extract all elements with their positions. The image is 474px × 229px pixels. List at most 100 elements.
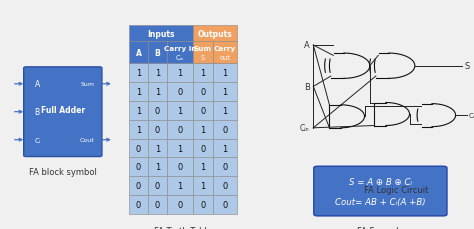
Text: Cᵢ: Cᵢ xyxy=(35,137,41,143)
FancyBboxPatch shape xyxy=(24,68,102,157)
FancyBboxPatch shape xyxy=(213,195,237,214)
Text: 1: 1 xyxy=(136,106,141,115)
Text: Sum: Sum xyxy=(81,82,95,87)
FancyBboxPatch shape xyxy=(193,139,213,158)
FancyBboxPatch shape xyxy=(193,42,213,64)
Text: 0: 0 xyxy=(222,200,228,209)
Text: 1: 1 xyxy=(177,106,182,115)
FancyBboxPatch shape xyxy=(213,101,237,120)
Text: Outputs: Outputs xyxy=(197,30,232,39)
FancyBboxPatch shape xyxy=(167,139,193,158)
FancyBboxPatch shape xyxy=(193,195,213,214)
FancyBboxPatch shape xyxy=(148,195,167,214)
FancyBboxPatch shape xyxy=(213,177,237,195)
FancyBboxPatch shape xyxy=(148,42,167,64)
FancyBboxPatch shape xyxy=(193,64,213,83)
FancyBboxPatch shape xyxy=(213,42,237,64)
Text: out: out xyxy=(219,55,230,61)
FancyBboxPatch shape xyxy=(129,83,148,101)
Text: 0: 0 xyxy=(136,144,141,153)
Text: 1: 1 xyxy=(200,69,206,78)
Text: 0: 0 xyxy=(177,200,182,209)
Text: 0: 0 xyxy=(200,87,206,97)
Text: 0: 0 xyxy=(222,163,228,172)
Text: FA block symbol: FA block symbol xyxy=(29,167,97,176)
Text: S: S xyxy=(465,62,470,71)
Text: 1: 1 xyxy=(155,144,160,153)
FancyBboxPatch shape xyxy=(167,158,193,177)
Text: 0: 0 xyxy=(155,181,160,191)
FancyBboxPatch shape xyxy=(193,83,213,101)
FancyBboxPatch shape xyxy=(167,83,193,101)
FancyBboxPatch shape xyxy=(213,64,237,83)
Text: Cᵢₙ: Cᵢₙ xyxy=(300,124,310,133)
FancyBboxPatch shape xyxy=(193,101,213,120)
FancyBboxPatch shape xyxy=(148,64,167,83)
Text: 1: 1 xyxy=(177,144,182,153)
Text: 1: 1 xyxy=(200,163,206,172)
Text: 1: 1 xyxy=(177,181,182,191)
Text: Full Adder: Full Adder xyxy=(41,106,85,115)
Text: 1: 1 xyxy=(200,125,206,134)
Text: 0: 0 xyxy=(136,163,141,172)
FancyBboxPatch shape xyxy=(148,139,167,158)
Text: A: A xyxy=(304,41,310,50)
FancyBboxPatch shape xyxy=(167,195,193,214)
Text: FA Truth Table: FA Truth Table xyxy=(154,226,212,229)
Text: 1: 1 xyxy=(136,87,141,97)
FancyBboxPatch shape xyxy=(314,166,447,216)
FancyBboxPatch shape xyxy=(129,26,193,42)
Text: 0: 0 xyxy=(136,200,141,209)
Text: 1: 1 xyxy=(155,163,160,172)
Text: A: A xyxy=(35,80,40,89)
Text: Cₒᵘₜ: Cₒᵘₜ xyxy=(469,113,474,119)
Text: 0: 0 xyxy=(200,106,206,115)
Text: FA Logic Circuit: FA Logic Circuit xyxy=(364,185,428,195)
Text: Inputs: Inputs xyxy=(147,30,175,39)
Text: 0: 0 xyxy=(155,200,160,209)
Text: Cout= AB + Cᵢ(A +B): Cout= AB + Cᵢ(A +B) xyxy=(335,197,426,206)
FancyBboxPatch shape xyxy=(167,177,193,195)
Text: 0: 0 xyxy=(177,163,182,172)
Text: B: B xyxy=(35,108,40,117)
Text: 0: 0 xyxy=(200,144,206,153)
Text: 0: 0 xyxy=(136,181,141,191)
Text: 1: 1 xyxy=(177,69,182,78)
FancyBboxPatch shape xyxy=(213,120,237,139)
Text: 1: 1 xyxy=(136,125,141,134)
FancyBboxPatch shape xyxy=(129,64,148,83)
Text: 1: 1 xyxy=(136,69,141,78)
FancyBboxPatch shape xyxy=(193,26,237,42)
Text: FA Formula: FA Formula xyxy=(357,226,404,229)
Text: A: A xyxy=(136,49,141,57)
Text: 0: 0 xyxy=(177,125,182,134)
Text: 0: 0 xyxy=(155,125,160,134)
Text: 0: 0 xyxy=(155,106,160,115)
FancyBboxPatch shape xyxy=(213,83,237,101)
FancyBboxPatch shape xyxy=(148,120,167,139)
FancyBboxPatch shape xyxy=(193,158,213,177)
FancyBboxPatch shape xyxy=(167,120,193,139)
Text: 0: 0 xyxy=(177,87,182,97)
FancyBboxPatch shape xyxy=(213,139,237,158)
Text: 1: 1 xyxy=(155,87,160,97)
FancyBboxPatch shape xyxy=(129,158,148,177)
Text: 1: 1 xyxy=(200,181,206,191)
Text: 0: 0 xyxy=(222,125,228,134)
Text: 0: 0 xyxy=(200,200,206,209)
Text: S = A ⊕ B ⊕ Cᵢ: S = A ⊕ B ⊕ Cᵢ xyxy=(349,177,412,187)
FancyBboxPatch shape xyxy=(148,158,167,177)
FancyBboxPatch shape xyxy=(167,64,193,83)
FancyBboxPatch shape xyxy=(129,139,148,158)
FancyBboxPatch shape xyxy=(129,177,148,195)
FancyBboxPatch shape xyxy=(129,120,148,139)
FancyBboxPatch shape xyxy=(148,177,167,195)
Text: Cᵢₙ: Cᵢₙ xyxy=(176,55,184,61)
Text: 1: 1 xyxy=(222,87,228,97)
FancyBboxPatch shape xyxy=(193,120,213,139)
Text: 1: 1 xyxy=(222,106,228,115)
Text: 1: 1 xyxy=(222,69,228,78)
FancyBboxPatch shape xyxy=(129,101,148,120)
FancyBboxPatch shape xyxy=(193,177,213,195)
Text: Cout: Cout xyxy=(80,138,95,142)
